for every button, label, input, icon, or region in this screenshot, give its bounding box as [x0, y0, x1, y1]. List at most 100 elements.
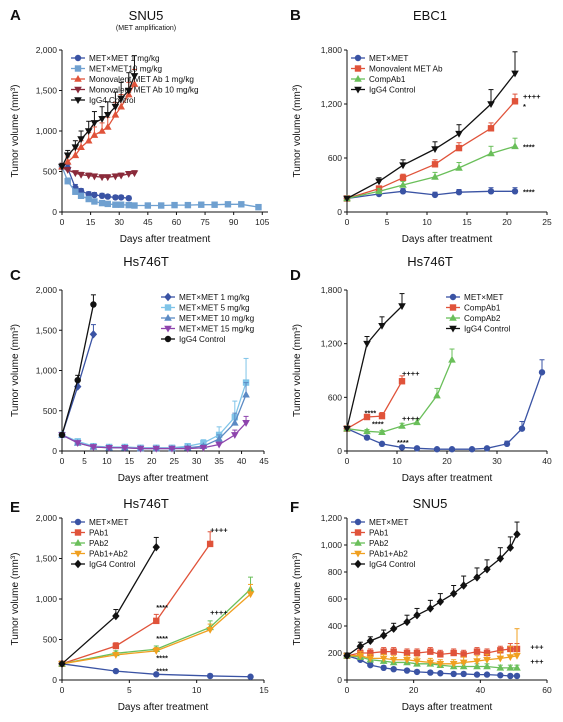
data-point: [460, 670, 467, 678]
data-point: [112, 201, 119, 208]
legend-marker: [449, 325, 457, 333]
data-point: [413, 611, 421, 620]
data-point: [380, 648, 387, 655]
series-2: [58, 382, 250, 452]
data-point: [511, 70, 519, 78]
y-tick-label: 1,200: [321, 513, 343, 523]
panel-letter: A: [10, 7, 21, 24]
data-point: [103, 112, 112, 119]
data-point: [375, 178, 383, 186]
x-tick-label: 10: [422, 217, 432, 227]
data-point: [117, 102, 125, 110]
series-line: [61, 543, 211, 665]
data-point: [74, 376, 81, 384]
chart-title: Hs746T: [123, 254, 169, 269]
data-point: [487, 149, 495, 157]
data-point: [518, 425, 526, 432]
legend-label: PAb2: [369, 539, 389, 548]
legend-label: CompAb1: [464, 304, 501, 313]
data-point: [84, 128, 93, 135]
data-point: [403, 617, 411, 627]
data-point: [125, 201, 132, 209]
data-point: [104, 193, 111, 200]
legend-label: PAb1: [369, 529, 389, 538]
legend-marker: [74, 518, 82, 526]
legend-marker: [449, 314, 457, 321]
data-point: [206, 672, 214, 680]
data-point: [206, 540, 214, 548]
y-tick-label: 0: [52, 675, 57, 685]
series-4: [58, 294, 97, 439]
y-tick-label: 1,800: [321, 45, 343, 55]
data-point: [255, 203, 262, 211]
y-tick-label: 0: [337, 446, 342, 456]
x-tick-label: 30: [192, 456, 202, 466]
data-point: [413, 668, 421, 676]
data-point: [431, 172, 439, 180]
data-point: [84, 136, 93, 144]
x-tick-label: 15: [86, 217, 96, 227]
legend-marker: [354, 86, 362, 94]
data-point: [378, 412, 386, 420]
data-point: [98, 174, 106, 182]
data-point: [487, 125, 495, 132]
y-tick-label: 1,200: [321, 339, 343, 349]
data-point: [483, 565, 491, 574]
x-tick-label: 40: [542, 456, 552, 466]
data-point: [152, 648, 161, 655]
panel-letter: C: [10, 267, 21, 284]
legend-label: MET×MET: [89, 518, 128, 527]
data-point: [98, 116, 106, 123]
y-tick-label: 500: [43, 635, 57, 645]
significance-annotation: +++: [530, 657, 544, 666]
legend-marker: [354, 518, 362, 526]
data-point: [413, 418, 421, 426]
data-point: [431, 161, 439, 168]
data-point: [112, 642, 120, 650]
legend-marker: [164, 335, 172, 343]
data-point: [117, 172, 125, 180]
data-point: [98, 127, 106, 134]
data-point: [363, 427, 371, 435]
data-point: [366, 636, 375, 646]
data-point: [58, 163, 66, 171]
data-point: [91, 198, 98, 205]
chart-subtitle: (MET amplification): [116, 25, 176, 32]
legend-marker: [74, 54, 82, 62]
data-point: [77, 136, 85, 144]
series-2: [343, 137, 519, 202]
data-point: [71, 144, 80, 152]
data-point: [538, 369, 546, 376]
data-point: [131, 202, 138, 209]
data-point: [390, 648, 397, 655]
data-point: [497, 672, 504, 679]
x-tick-label: 10: [392, 456, 402, 466]
data-point: [85, 190, 92, 198]
data-point: [103, 174, 112, 182]
data-point: [487, 101, 495, 108]
x-tick-label: 0: [60, 217, 65, 227]
significance-annotation: ****: [523, 142, 535, 151]
x-tick-label: 15: [259, 685, 269, 695]
legend-label: Monovalent MET Ab: [369, 65, 443, 74]
x-axis-label: Days after treatment: [402, 702, 493, 713]
legend-marker: [354, 54, 362, 62]
x-tick-label: 60: [172, 217, 182, 227]
data-point: [460, 651, 467, 658]
data-point: [511, 188, 519, 195]
legend-label: MET×MET 1 mg/kg: [89, 54, 160, 63]
x-tick-label: 25: [169, 456, 179, 466]
series-4: [58, 536, 160, 668]
data-point: [473, 648, 481, 655]
series-line: [346, 100, 516, 200]
data-point: [378, 322, 386, 330]
x-tick-label: 25: [542, 217, 552, 227]
data-point: [473, 662, 481, 670]
data-point: [433, 391, 441, 399]
data-point: [104, 200, 111, 208]
